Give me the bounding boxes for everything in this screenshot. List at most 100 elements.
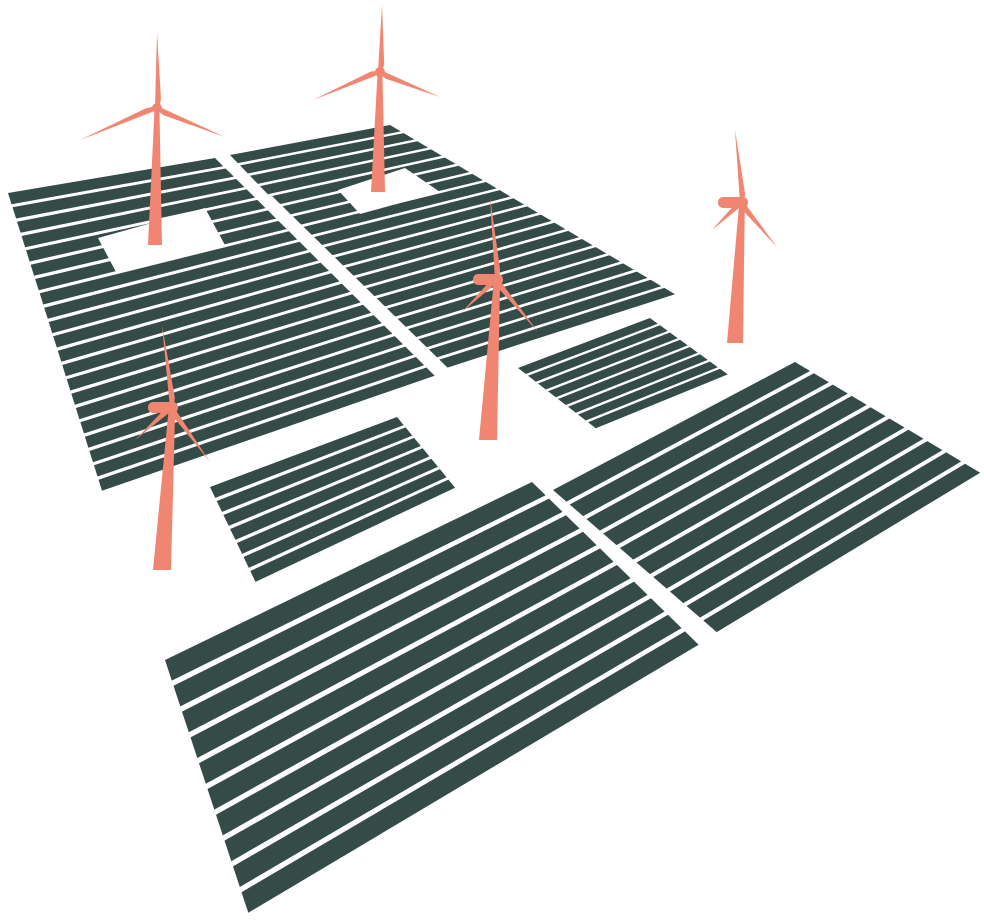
panel-row [569,373,829,517]
panel-row [12,168,234,219]
panel-row [66,294,361,391]
panel-row [84,336,404,448]
panel-row [224,598,665,862]
panel-row [44,241,308,319]
panel-row [260,149,442,195]
panel-row [360,230,579,298]
turbine-blade [155,33,161,108]
turbine-hub [152,103,162,113]
turbine-blade [162,325,175,409]
gap [258,196,452,378]
panel-row [330,206,538,267]
solar-panel [165,482,699,913]
panel-row [207,565,631,810]
turbine-blade [379,70,440,97]
panel-row [669,441,943,604]
panel-row [17,179,245,233]
turbine-blade [495,278,538,332]
turbine-blade [462,278,499,312]
turbine-blade [156,106,225,137]
wind-turbine [712,130,777,343]
solar-panel [210,417,456,582]
turbine-hub [492,275,502,285]
wind-turbine [462,197,538,440]
panel-row [233,614,682,887]
panel-row [53,262,329,348]
turbine-hub [375,67,385,77]
panel-row [190,531,597,758]
panel-row [230,448,430,540]
solar-panel [553,362,981,633]
panel-row [62,283,351,377]
turbine-blade [740,201,777,247]
turbine-blade [490,197,501,281]
panel-row [340,214,552,278]
panel-row [71,304,372,405]
panel-row [39,231,298,305]
panel-row [165,482,546,681]
panel-row [236,458,438,554]
wind-turbine [80,33,225,245]
panel-row [240,133,415,174]
panel-row [75,315,382,420]
panel-row [370,239,593,309]
panel-row [538,332,678,390]
panel-row [350,222,566,288]
turbine-tower [479,280,501,440]
panel-row [410,271,648,350]
panel-row [400,263,634,340]
panel-row [210,417,404,498]
panel-row [230,125,401,164]
panel-row [420,279,662,361]
panel-row [636,418,905,575]
panel-row [578,361,718,421]
panel-row [223,437,421,526]
panel-row [243,469,447,568]
panel-row [250,479,456,582]
panel-row [199,548,614,784]
turbine-hub [737,198,747,208]
panel-row [703,463,981,633]
panel-row [653,429,924,589]
panel-row [586,384,848,531]
panel-row [548,339,688,398]
turbine-blade [313,70,381,100]
solar-panels [8,125,981,913]
turbine-hub [167,403,177,413]
turbine-blade [712,201,744,230]
panel-row [558,347,698,405]
panel-row [182,515,580,733]
panel-row [686,452,962,618]
panel-row [173,498,563,707]
wind-turbine [135,325,210,570]
panel-row [48,252,319,334]
panel-row [21,189,255,248]
panel-row [603,395,867,546]
panel-row [98,367,435,491]
panel-row [320,198,525,257]
cutout [338,168,440,214]
wind-turbine [313,5,440,192]
cutout [98,208,226,272]
panel-row [57,273,340,362]
turbine-blade [378,5,385,73]
panel-row [216,581,648,836]
panel-row [518,318,658,374]
panel-row [310,190,511,247]
turbine-tower [371,72,385,192]
panel-row [619,407,886,560]
panel-row [270,157,456,205]
panel-row [241,631,699,913]
panel-row [528,325,668,382]
turbine-tower [727,203,745,343]
panel-row [588,368,728,429]
panel-row [8,158,224,205]
wind-turbines [80,5,777,570]
panel-row [94,357,425,477]
turbine-blade [735,130,746,204]
solar-panel [518,318,728,429]
turbine-blade [135,406,174,440]
panel-row [553,362,811,502]
